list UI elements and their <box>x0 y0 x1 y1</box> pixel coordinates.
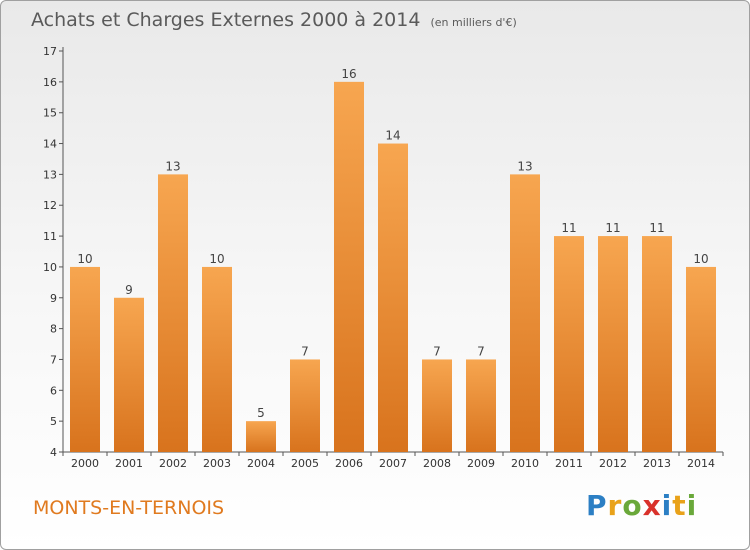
bar <box>378 143 408 453</box>
proxiti-logo: Proxiti <box>586 489 697 522</box>
x-tick-label: 2008 <box>423 457 451 470</box>
chart-title: Achats et Charges Externes 2000 à 2014 (e… <box>31 9 517 31</box>
y-tick-label: 5 <box>50 415 57 428</box>
bar <box>686 266 716 452</box>
bar <box>466 359 496 452</box>
data-label: 9 <box>125 283 133 297</box>
y-tick-label: 14 <box>43 138 57 151</box>
brand-letter: t <box>672 489 687 522</box>
x-tick-label: 2003 <box>203 457 231 470</box>
x-tick-label: 2010 <box>511 457 539 470</box>
bar <box>158 174 188 452</box>
x-tick-label: 2006 <box>335 457 363 470</box>
y-tick-label: 13 <box>43 168 57 181</box>
x-tick-label: 2001 <box>115 457 143 470</box>
brand-letter: P <box>586 489 608 522</box>
y-tick-label: 4 <box>50 446 57 459</box>
bar <box>202 266 232 452</box>
y-tick-label: 15 <box>43 107 57 120</box>
brand-letter: x <box>642 489 662 522</box>
y-tick-label: 16 <box>43 76 57 89</box>
bar <box>510 174 540 452</box>
data-label: 11 <box>561 221 576 235</box>
bar <box>290 359 320 452</box>
bar <box>246 421 276 452</box>
y-tick-label: 9 <box>50 292 57 305</box>
chart-unit: (en milliers d'€) <box>430 16 517 29</box>
bar <box>70 266 100 452</box>
x-tick-label: 2014 <box>687 457 715 470</box>
x-tick-label: 2005 <box>291 457 319 470</box>
data-label: 11 <box>605 221 620 235</box>
bar <box>642 236 672 452</box>
y-tick-label: 12 <box>43 199 57 212</box>
brand-letter: r <box>607 489 623 522</box>
brand-letter: i <box>686 489 698 522</box>
x-tick-label: 2011 <box>555 457 583 470</box>
x-tick-label: 2013 <box>643 457 671 470</box>
y-tick-label: 6 <box>50 384 57 397</box>
y-tick-label: 10 <box>43 261 57 274</box>
data-label: 7 <box>301 344 309 358</box>
x-tick-label: 2000 <box>71 457 99 470</box>
data-label: 11 <box>649 221 664 235</box>
y-tick-label: 7 <box>50 353 57 366</box>
data-label: 10 <box>693 252 708 266</box>
x-tick-label: 2012 <box>599 457 627 470</box>
y-tick-label: 17 <box>43 45 57 58</box>
data-label: 10 <box>209 252 224 266</box>
data-label: 14 <box>385 129 400 143</box>
bar <box>422 359 452 452</box>
bar <box>334 81 364 452</box>
y-tick-label: 11 <box>43 230 57 243</box>
x-tick-label: 2004 <box>247 457 275 470</box>
data-label: 5 <box>257 406 265 420</box>
x-tick-label: 2009 <box>467 457 495 470</box>
x-tick-label: 2002 <box>159 457 187 470</box>
brand-letter: o <box>622 489 643 522</box>
bar <box>114 297 144 452</box>
data-label: 13 <box>165 159 180 173</box>
bar <box>554 236 584 452</box>
data-label: 16 <box>341 67 356 81</box>
data-label: 7 <box>477 344 485 358</box>
y-tick-label: 8 <box>50 323 57 336</box>
data-label: 7 <box>433 344 441 358</box>
chart-title-text: Achats et Charges Externes 2000 à 2014 <box>31 9 421 31</box>
data-label: 13 <box>517 159 532 173</box>
bar <box>598 236 628 452</box>
brand-letter: i <box>661 489 673 522</box>
data-label: 10 <box>77 252 92 266</box>
x-tick-label: 2007 <box>379 457 407 470</box>
commune-name: MONTS-EN-TERNOIS <box>33 497 225 519</box>
